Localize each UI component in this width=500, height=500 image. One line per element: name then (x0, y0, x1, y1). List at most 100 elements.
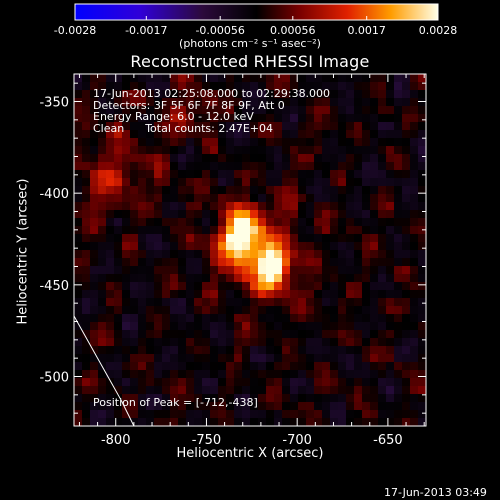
heatmap-cell (162, 242, 171, 251)
heatmap-cell (410, 226, 419, 235)
heatmap-cell (146, 218, 155, 227)
heatmap-cell (74, 306, 83, 315)
heatmap-cell (226, 370, 235, 379)
heatmap-cell (370, 402, 379, 411)
heatmap-cell (282, 418, 291, 426)
heatmap-cell (154, 146, 163, 155)
heatmap-cell (282, 170, 291, 179)
heatmap-cell (74, 418, 83, 426)
heatmap-cell (330, 82, 339, 91)
heatmap-cell (170, 106, 179, 115)
heatmap-cell (210, 258, 219, 267)
heatmap-cell (338, 322, 347, 331)
heatmap-cell (362, 394, 371, 403)
heatmap-cell (298, 90, 307, 99)
heatmap-cell (194, 226, 203, 235)
heatmap-cell (370, 130, 379, 139)
heatmap-cell (362, 354, 371, 363)
heatmap-cell (274, 266, 283, 275)
heatmap-cell (138, 298, 147, 307)
heatmap-cell (98, 106, 107, 115)
heatmap-cell (330, 194, 339, 203)
heatmap-cell (258, 234, 267, 243)
heatmap-cell (178, 346, 187, 355)
heatmap-cell (210, 370, 219, 379)
heatmap-cell (194, 154, 203, 163)
heatmap-cell (234, 170, 243, 179)
heatmap-cell (98, 266, 107, 275)
heatmap-cell (194, 298, 203, 307)
heatmap-cell (378, 386, 387, 395)
heatmap-cell (298, 74, 307, 83)
heatmap-cell (154, 162, 163, 171)
heatmap-cell (290, 218, 299, 227)
heatmap-cell (234, 82, 243, 91)
heatmap-cell (410, 362, 419, 371)
heatmap-cell (130, 170, 139, 179)
heatmap-cell (130, 306, 139, 315)
heatmap-cell (122, 82, 131, 91)
heatmap-cell (306, 226, 315, 235)
heatmap-cell (186, 194, 195, 203)
heatmap-cell (314, 218, 323, 227)
heatmap-cell (194, 258, 203, 267)
heatmap-cell (138, 266, 147, 275)
heatmap-cell (266, 162, 275, 171)
heatmap-cell (82, 130, 91, 139)
heatmap-cell (314, 98, 323, 107)
heatmap-cell (378, 242, 387, 251)
heatmap-cell (266, 242, 275, 251)
heatmap-cell (266, 266, 275, 275)
heatmap-cell (330, 338, 339, 347)
heatmap-cell (130, 378, 139, 387)
heatmap-cell (218, 98, 227, 107)
heatmap-cell (338, 146, 347, 155)
heatmap-cell (402, 378, 411, 387)
heatmap-cell (250, 234, 259, 243)
heatmap-cell (98, 402, 107, 411)
heatmap-cell (346, 82, 355, 91)
heatmap-cell (362, 162, 371, 171)
heatmap-cell (258, 306, 267, 315)
heatmap-cell (234, 346, 243, 355)
heatmap-cell (314, 274, 323, 283)
heatmap-cell (274, 346, 283, 355)
heatmap-cell (290, 74, 299, 83)
heatmap-cell (394, 322, 403, 331)
heatmap-cell (74, 170, 83, 179)
heatmap-cell (306, 410, 315, 419)
heatmap-cell (130, 386, 139, 395)
heatmap-cell (202, 194, 211, 203)
heatmap-cell (362, 234, 371, 243)
heatmap-cell (322, 314, 331, 323)
heatmap-cell (170, 386, 179, 395)
heatmap-cell (362, 274, 371, 283)
heatmap-cell (410, 402, 419, 411)
heatmap-cell (314, 74, 323, 83)
heatmap-cell (410, 106, 419, 115)
heatmap-cell (242, 306, 251, 315)
heatmap-cell (274, 170, 283, 179)
heatmap-cell (130, 354, 139, 363)
heatmap-cell (362, 210, 371, 219)
heatmap-cell (274, 154, 283, 163)
heatmap-cell (258, 138, 267, 147)
heatmap-cell (418, 314, 426, 323)
heatmap-cell (330, 354, 339, 363)
heatmap-cell (354, 354, 363, 363)
heatmap-cell (322, 298, 331, 307)
heatmap-cell (218, 138, 227, 147)
heatmap-cell (202, 242, 211, 251)
heatmap-cell (154, 306, 163, 315)
heatmap-cell (98, 354, 107, 363)
heatmap-cell (210, 266, 219, 275)
heatmap-cell (274, 322, 283, 331)
heatmap-cell (154, 90, 163, 99)
heatmap-cell (98, 218, 107, 227)
heatmap-cell (290, 386, 299, 395)
heatmap-cell (274, 114, 283, 123)
heatmap-cell (362, 154, 371, 163)
heatmap-cell (346, 314, 355, 323)
heatmap-cell (386, 138, 395, 147)
heatmap-cell (194, 90, 203, 99)
